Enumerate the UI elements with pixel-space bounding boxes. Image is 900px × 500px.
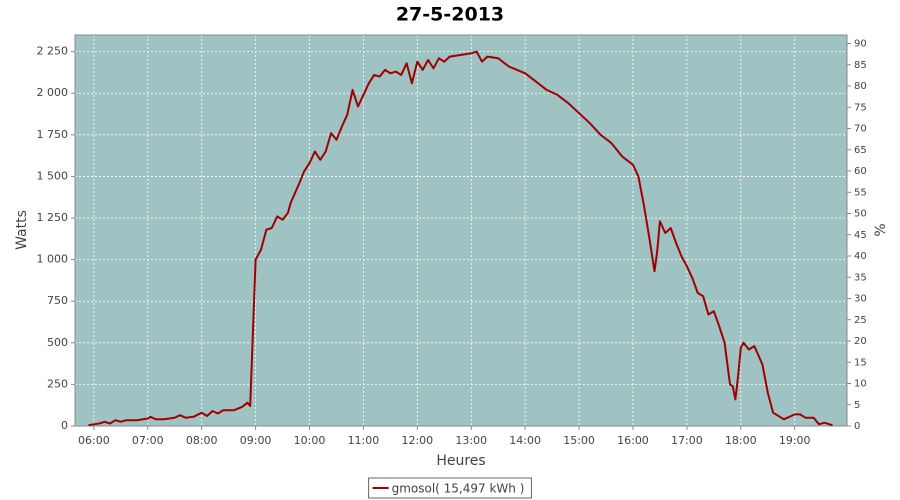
y2-tick-label: 15: [854, 357, 867, 368]
x-tick-label: 18:00: [725, 434, 757, 447]
y2-tick-label: 35: [854, 272, 867, 283]
y2-tick-label: 40: [854, 251, 867, 262]
x-tick-label: 06:00: [78, 434, 110, 447]
y2-tick-label: 75: [854, 102, 867, 113]
y2-tick-label: 55: [854, 187, 867, 198]
y2-tick-label: 85: [854, 60, 867, 71]
legend-box: [368, 477, 532, 499]
y2-tick-label: 5: [854, 400, 860, 411]
y-tick-label: 750: [47, 294, 68, 307]
y-tick-label: 0: [61, 419, 68, 432]
y2-tick-label: 25: [854, 315, 867, 326]
legend-label: gmosol( 15,497 kWh ): [392, 482, 525, 496]
y2-tick-label: 50: [854, 209, 867, 220]
series-line: [88, 50, 833, 427]
y-tick-label: 1 750: [37, 128, 69, 141]
x-tick-label: 13:00: [455, 434, 487, 447]
y-tick-label: 2 250: [37, 45, 69, 58]
y2-tick-label: 65: [854, 145, 867, 156]
y2-tick-label: 30: [854, 294, 867, 305]
legend: gmosol( 15,497 kWh ): [368, 477, 532, 499]
x-tick-label: 19:00: [779, 434, 811, 447]
x-axis-label: Heures: [436, 453, 485, 469]
x-tick-label: 14:00: [509, 434, 541, 447]
plot-area: [74, 34, 848, 427]
y-tick-label: 500: [47, 336, 68, 349]
y-tick-label: 1 250: [37, 211, 69, 224]
plot-border: [74, 34, 848, 427]
x-tick-label: 15:00: [563, 434, 595, 447]
y2-tick-label: 20: [854, 336, 867, 347]
y-tick-label: 1 500: [37, 169, 69, 182]
y-tick-label: 1 000: [37, 253, 69, 266]
y2-tick-label: 80: [854, 81, 867, 92]
y-tick-label: 2 000: [37, 86, 69, 99]
x-tick-label: 10:00: [294, 434, 326, 447]
y2-tick-label: 10: [854, 379, 867, 390]
y2-tick-label: 0: [854, 421, 860, 432]
y-axis-label: Watts: [14, 210, 30, 250]
x-tick-label: 17:00: [671, 434, 703, 447]
y2-tick-label: 60: [854, 166, 867, 177]
x-tick-label: 12:00: [401, 434, 433, 447]
x-tick-label: 07:00: [132, 434, 164, 447]
x-tick-label: 08:00: [186, 434, 218, 447]
x-tick-label: 09:00: [240, 434, 272, 447]
y2-tick-label: 45: [854, 230, 867, 241]
y2-axis-label: %: [873, 223, 889, 236]
x-tick-label: 16:00: [617, 434, 649, 447]
x-tick-label: 11:00: [348, 434, 380, 447]
y2-tick-label: 90: [854, 39, 867, 50]
y-tick-label: 250: [47, 377, 68, 390]
chart-title: 27-5-2013: [396, 4, 504, 26]
y2-tick-label: 70: [854, 124, 867, 135]
